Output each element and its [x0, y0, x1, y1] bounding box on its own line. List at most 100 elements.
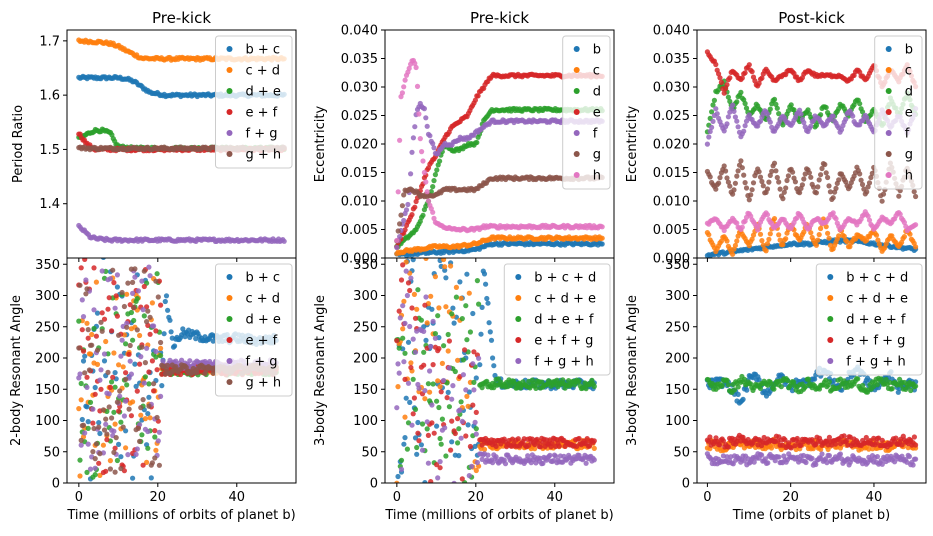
legend-label: f + g: [246, 127, 278, 142]
data-point: [487, 329, 493, 335]
data-point: [445, 348, 451, 354]
data-point: [431, 430, 437, 436]
data-point: [114, 399, 120, 405]
data-point: [730, 191, 736, 197]
x-tick-label: 20: [150, 490, 167, 505]
data-point: [421, 349, 427, 355]
data-point: [449, 439, 455, 445]
data-point: [89, 331, 95, 338]
data-point: [114, 313, 120, 319]
data-point: [759, 178, 765, 185]
data-point: [811, 184, 817, 190]
data-point: [808, 174, 814, 180]
data-point: [90, 420, 96, 426]
data-point: [121, 486, 126, 491]
data-point: [399, 203, 405, 209]
data-point: [87, 466, 94, 472]
data-point: [827, 189, 834, 195]
data-point: [587, 443, 593, 449]
legend-marker: [573, 46, 580, 52]
data-point: [732, 114, 739, 120]
data-point: [707, 128, 713, 135]
data-point: [802, 171, 808, 177]
data-point: [401, 359, 407, 365]
data-point: [452, 197, 457, 202]
data-point: [84, 404, 90, 410]
data-point: [436, 526, 441, 531]
data-point: [116, 408, 122, 414]
data-point: [142, 374, 148, 380]
data-point: [419, 447, 426, 453]
data-point: [436, 305, 442, 311]
data-point: [776, 232, 782, 238]
data-point: [124, 382, 130, 388]
data-point: [130, 290, 136, 296]
data-point: [112, 370, 118, 376]
data-point: [875, 237, 881, 243]
data-point: [446, 338, 452, 344]
data-point: [109, 328, 115, 334]
data-point: [105, 369, 111, 375]
y-tick-label: 0.000: [653, 252, 690, 267]
data-point: [759, 75, 765, 81]
data-point: [130, 279, 136, 285]
series-f-g-h: [394, 268, 597, 531]
data-point: [718, 79, 725, 85]
data-point: [476, 355, 482, 361]
data-point: [472, 97, 478, 103]
data-point: [105, 306, 111, 312]
data-point: [435, 313, 441, 319]
data-point: [104, 200, 109, 205]
data-point: [477, 362, 483, 368]
data-point: [403, 259, 409, 265]
data-point: [147, 415, 153, 421]
data-point: [486, 320, 492, 326]
data-point: [746, 197, 752, 203]
data-point: [739, 224, 745, 230]
data-point: [84, 384, 90, 390]
data-point: [723, 86, 729, 92]
data-point: [394, 338, 400, 344]
data-point: [101, 351, 108, 357]
data-point: [785, 108, 792, 114]
data-point: [407, 323, 413, 330]
data-point: [107, 276, 113, 282]
data-point: [154, 414, 160, 421]
data-point: [405, 201, 411, 208]
data-point: [109, 415, 115, 421]
panel-p3: 0.0000.0050.0100.0150.0200.0250.0300.035…: [625, 9, 927, 267]
data-point: [132, 274, 138, 280]
data-point: [432, 501, 437, 506]
data-point: [106, 295, 112, 301]
data-point: [716, 71, 722, 77]
data-point: [457, 407, 463, 413]
data-point: [76, 318, 82, 324]
data-point: [414, 83, 421, 89]
data-point: [742, 123, 748, 129]
data-point: [402, 350, 408, 356]
data-point: [80, 422, 87, 428]
data-point: [408, 360, 414, 366]
data-point: [913, 193, 919, 200]
data-point: [100, 258, 106, 260]
data-point: [749, 187, 755, 193]
y-axis-label: 2-body Resonant Angle: [9, 295, 24, 446]
data-point: [112, 421, 118, 427]
data-point: [146, 369, 152, 375]
data-point: [405, 280, 412, 286]
legend-box: [215, 35, 293, 169]
data-point: [107, 384, 113, 390]
data-point: [97, 377, 103, 383]
data-point: [77, 473, 83, 479]
data-point: [137, 361, 143, 367]
data-point: [724, 175, 730, 181]
data-point: [106, 391, 112, 397]
y-tick-label: 0.005: [653, 223, 690, 238]
data-point: [724, 82, 730, 88]
data-point: [437, 465, 443, 471]
data-point: [463, 387, 469, 393]
data-point: [743, 118, 750, 124]
data-point: [153, 354, 159, 360]
data-point: [864, 189, 870, 195]
